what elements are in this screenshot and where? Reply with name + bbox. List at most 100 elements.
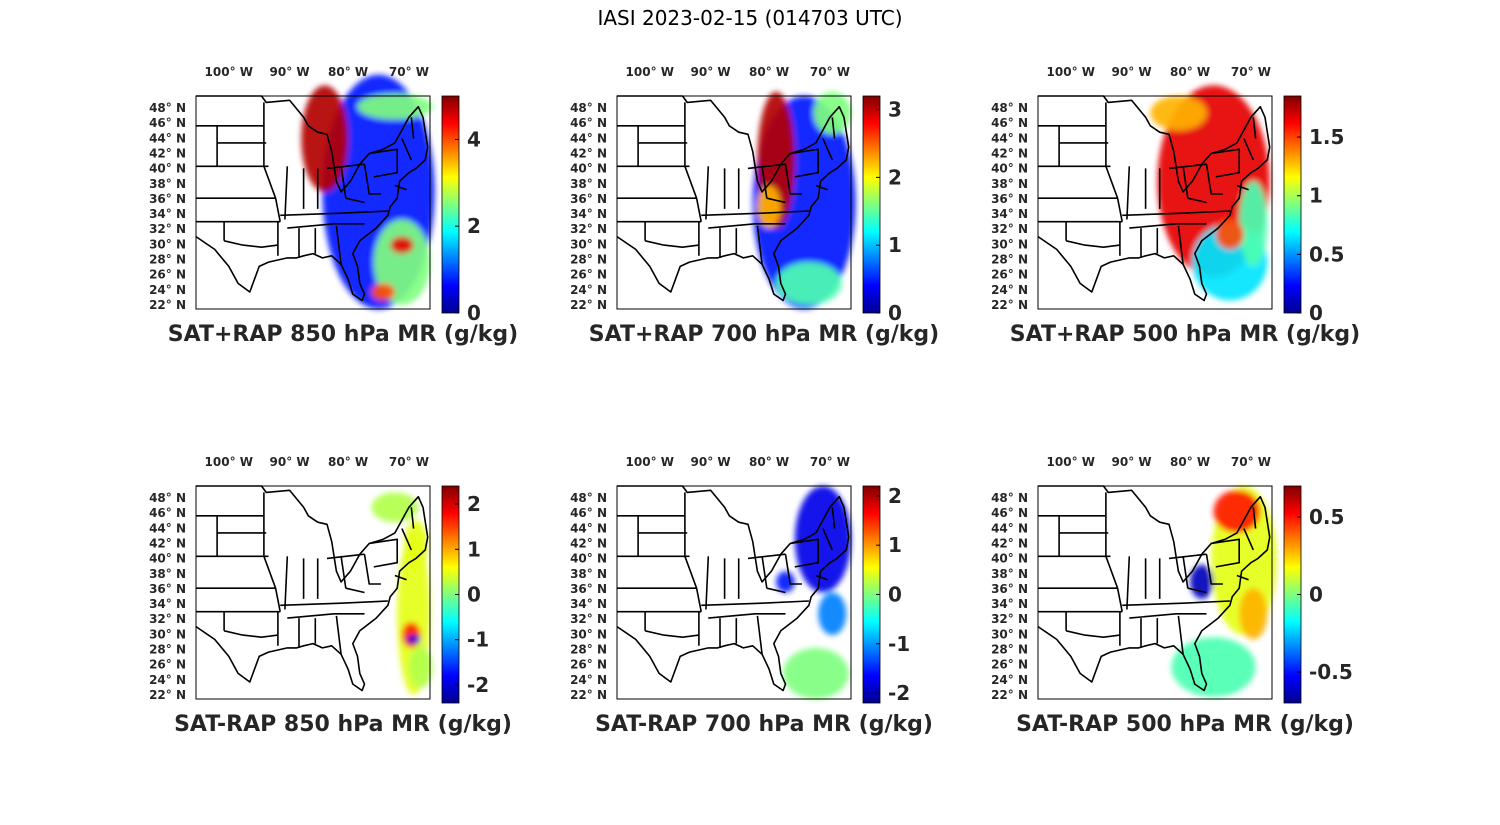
lon-tick-label: 80° W [749,65,789,79]
swath-blob [776,571,795,593]
colorbar-tick-label: 1.5 [1309,125,1344,149]
colorbar-tick-label: 2 [888,484,902,508]
lat-tick-label: 24° N [991,673,1028,687]
lat-tick-label: 30° N [149,627,186,641]
lat-tick-label: 44° N [570,131,607,145]
swath-blob [1213,490,1261,533]
state-boundary [1065,611,1121,646]
panel-title: SAT+RAP 700 hPa MR (g/kg) [589,322,939,347]
state-boundary [644,221,700,256]
lat-tick-label: 32° N [570,222,607,236]
lat-tick-label: 22° N [149,688,186,702]
lat-tick-label: 42° N [570,536,607,550]
lat-tick-label: 22° N [991,298,1028,312]
lat-tick-label: 24° N [149,283,186,297]
colorbar-tick-label: 0 [1309,301,1323,325]
lat-tick-label: 26° N [991,268,1028,282]
colorbar-tick-label: -1 [467,628,489,652]
lat-tick-label: 42° N [149,536,186,550]
lat-tick-label: 22° N [570,298,607,312]
lon-tick-label: 90° W [1112,65,1152,79]
state-boundary [263,492,319,610]
lat-tick-label: 22° N [149,298,186,312]
lon-tick-label: 100° W [626,455,674,469]
lat-tick-label: 30° N [991,627,1028,641]
lon-tick-label: 90° W [691,455,731,469]
lat-tick-label: 42° N [570,146,607,160]
map-panel-1: 100° W 90° W 80° W 70° W 48° N46° N44° N42° … [149,65,518,347]
lat-tick-label: 28° N [991,643,1028,657]
lon-tick-label: 100° W [1047,65,1095,79]
lat-tick-label: 24° N [149,673,186,687]
state-boundary [1122,210,1230,265]
lat-tick-label: 38° N [991,567,1028,581]
state-boundary [196,515,281,613]
lat-tick-label: 24° N [991,283,1028,297]
swath-blob [813,91,851,135]
state-boundary [616,485,850,692]
colorbar-tick-label: 0 [1309,583,1323,607]
lat-tick-label: 36° N [991,582,1028,596]
lon-tick-label: 80° W [1170,65,1210,79]
lon-tick-label: 100° W [205,455,253,469]
panel-title: SAT-RAP 850 hPa MR (g/kg) [174,712,512,737]
lat-tick-label: 28° N [991,253,1028,267]
lat-tick-label: 36° N [149,192,186,206]
colorbar-tick-label: 0.5 [1309,242,1344,266]
state-boundary [394,507,415,581]
lat-tick-label: 26° N [991,658,1028,672]
lat-tick-label: 44° N [991,131,1028,145]
state-boundary [223,611,279,646]
colorbar [862,95,881,314]
state-boundary [326,538,398,594]
state-boundary [280,600,388,655]
colorbar [1283,95,1302,314]
data-swath [776,486,851,699]
lat-tick-label: 48° N [570,101,607,115]
lat-tick-label: 42° N [149,146,186,160]
state-boundary [394,117,415,191]
state-boundary [1168,148,1240,204]
colorbar-tick-label: 2 [467,214,481,238]
lon-tick-label: 100° W [205,65,253,79]
panel-title: SAT-RAP 500 hPa MR (g/kg) [1016,712,1354,737]
state-boundary [1037,485,1271,692]
state-boundary [616,95,850,302]
lat-tick-label: 26° N [570,268,607,282]
swath-blob [776,262,842,305]
state-boundary [1065,221,1121,256]
colorbar [441,95,460,314]
lon-tick-label: 90° W [270,455,310,469]
lat-tick-label: 36° N [570,582,607,596]
colorbar-tick-label: 0 [888,301,902,325]
lat-tick-label: 40° N [991,552,1028,566]
lon-tick-label: 80° W [328,65,368,79]
lon-tick-label: 80° W [328,455,368,469]
data-swath [301,74,435,309]
lat-tick-label: 34° N [149,207,186,221]
swath-blob [373,219,430,305]
data-swath [1150,85,1270,301]
lon-tick-label: 70° W [1231,455,1271,469]
lat-tick-label: 30° N [570,237,607,251]
lat-tick-label: 32° N [149,612,186,626]
lat-tick-label: 44° N [570,521,607,535]
lat-tick-label: 38° N [149,567,186,581]
colorbar-tick-label: 4 [467,127,481,151]
lat-tick-label: 42° N [991,146,1028,160]
lat-tick-label: 22° N [570,688,607,702]
lat-tick-label: 28° N [149,253,186,267]
swath-blob [794,486,851,593]
state-boundary [1038,125,1123,223]
axes-frame [1037,95,1273,310]
state-boundary [815,507,836,581]
panel-title: SAT+RAP 850 hPa MR (g/kg) [168,322,518,347]
swath-blob [1150,96,1207,131]
lat-tick-label: 46° N [149,116,186,130]
lat-tick-label: 46° N [991,506,1028,520]
lon-tick-label: 90° W [1112,455,1152,469]
state-boundary [263,102,319,220]
colorbar-tick-label: 1 [888,533,902,557]
axes-frame [195,95,431,310]
